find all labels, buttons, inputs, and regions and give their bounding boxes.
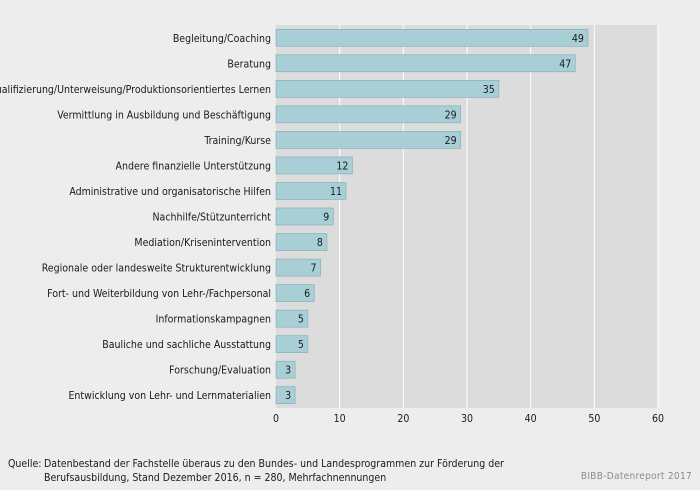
bar (275, 54, 576, 73)
value-label: 3 (285, 390, 291, 402)
x-axis-ticks: 0 10 20 30 40 50 60 (273, 413, 664, 425)
x-tick-label: 40 (525, 413, 537, 425)
category-label: Administrative und organisatorische Hilf… (69, 186, 271, 198)
x-tick-label: 10 (334, 413, 346, 425)
value-label: 49 (572, 33, 584, 45)
category-label: Begleitung/Coaching (173, 33, 271, 45)
bar (275, 80, 500, 98)
bar (275, 131, 461, 149)
x-tick-label: 50 (588, 413, 600, 425)
bar (275, 182, 347, 200)
value-label: 12 (336, 160, 348, 172)
value-label: 47 (559, 58, 571, 70)
bar (275, 105, 461, 124)
category-label: Informationskampagnen (156, 314, 271, 326)
bar (275, 207, 334, 226)
value-label: 8 (317, 237, 323, 249)
category-label: Nachhilfe/Stützunterricht (152, 212, 271, 224)
category-label: Qualifizierung/Unterweisung/Produktionso… (0, 84, 271, 96)
x-tick-label: 30 (461, 413, 473, 425)
bar (275, 156, 353, 175)
source-label: Quelle: (8, 458, 42, 470)
bar (275, 28, 589, 47)
category-label: Mediation/Krisenintervention (134, 237, 271, 249)
value-label: 29 (445, 109, 457, 121)
category-label: Fort- und Weiterbildung von Lehr-/Fachpe… (47, 288, 271, 300)
value-label: 5 (298, 339, 304, 351)
value-label: 5 (298, 314, 304, 326)
bar (275, 309, 309, 328)
x-tick-label: 60 (652, 413, 664, 425)
category-label: Beratung (227, 58, 271, 70)
bars (275, 28, 589, 405)
category-label: Bauliche und sachliche Ausstattung (102, 339, 271, 351)
value-label: 6 (304, 288, 310, 300)
value-labels: 49 47 35 29 29 12 11 9 8 7 6 5 5 3 3 (285, 33, 584, 402)
value-label: 29 (445, 135, 457, 147)
category-label: Vermittlung in Ausbildung und Beschäftig… (57, 109, 271, 121)
category-label: Entwicklung von Lehr- und Lernmaterialie… (68, 390, 271, 402)
category-label: Regionale oder landesweite Strukturentwi… (42, 263, 271, 275)
category-label: Forschung/Evaluation (169, 365, 271, 377)
value-label: 35 (483, 84, 495, 96)
value-label: 7 (311, 263, 317, 275)
bar (275, 258, 321, 277)
x-tick-label: 20 (397, 413, 409, 425)
bar (275, 386, 296, 405)
value-label: 11 (330, 186, 342, 198)
category-label: Andere finanzielle Unterstützung (116, 160, 271, 172)
value-label: 9 (323, 212, 329, 224)
bar (275, 233, 328, 251)
bar (275, 284, 315, 302)
source-text: Datenbestand der Fachstelle überaus zu d… (44, 458, 504, 484)
category-label: Training/Kurse (203, 135, 271, 147)
bar (275, 335, 309, 353)
x-tick-label: 0 (273, 413, 279, 425)
publication-credit: BIBB-Datenreport 2017 (580, 471, 692, 482)
value-label: 3 (285, 365, 291, 377)
bar (275, 360, 296, 379)
bar-chart: Begleitung/Coaching Beratung Qualifizierun… (0, 25, 664, 425)
category-labels: Begleitung/Coaching Beratung Qualifizierun… (0, 33, 271, 402)
